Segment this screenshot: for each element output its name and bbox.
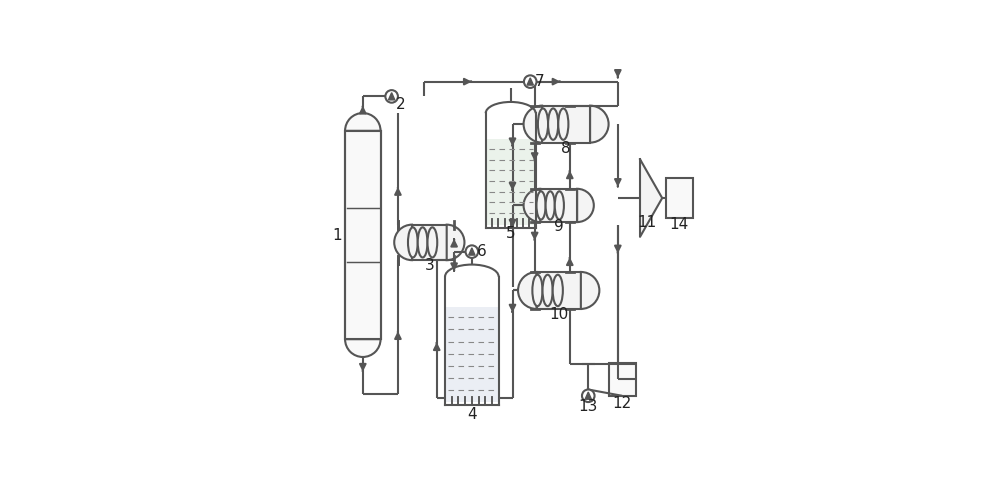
Bar — [542, 106, 590, 143]
Text: 14: 14 — [669, 217, 688, 232]
Text: 11: 11 — [638, 215, 657, 229]
Text: 1: 1 — [332, 228, 342, 242]
Ellipse shape — [553, 275, 563, 306]
Circle shape — [524, 75, 537, 88]
Ellipse shape — [558, 108, 568, 140]
Text: 6: 6 — [477, 244, 486, 259]
Ellipse shape — [532, 275, 543, 306]
Wedge shape — [590, 106, 609, 143]
Polygon shape — [469, 248, 475, 255]
Text: 2: 2 — [396, 97, 405, 112]
Bar — [666, 178, 693, 218]
Wedge shape — [447, 225, 464, 260]
Circle shape — [466, 245, 478, 258]
Bar — [540, 189, 577, 222]
Wedge shape — [581, 272, 599, 309]
Text: 7: 7 — [534, 74, 544, 89]
Bar — [609, 362, 636, 396]
Wedge shape — [524, 189, 540, 222]
Polygon shape — [527, 78, 533, 85]
Ellipse shape — [538, 108, 548, 140]
Bar — [412, 225, 447, 260]
Text: 9: 9 — [554, 219, 564, 234]
Bar — [486, 139, 535, 225]
Text: 10: 10 — [549, 307, 568, 322]
Polygon shape — [640, 159, 662, 237]
Wedge shape — [518, 272, 537, 309]
Ellipse shape — [418, 228, 427, 257]
Text: 3: 3 — [424, 258, 434, 273]
Text: 12: 12 — [612, 396, 631, 411]
Ellipse shape — [548, 108, 558, 140]
Bar — [537, 272, 581, 309]
Text: 4: 4 — [467, 407, 477, 422]
Circle shape — [385, 90, 398, 103]
Text: 8: 8 — [561, 141, 571, 156]
Text: 5: 5 — [506, 226, 515, 240]
Wedge shape — [524, 106, 542, 143]
Wedge shape — [345, 113, 381, 131]
Polygon shape — [388, 93, 395, 100]
Circle shape — [582, 389, 595, 402]
Ellipse shape — [427, 228, 437, 257]
Text: 13: 13 — [579, 399, 598, 414]
Ellipse shape — [408, 228, 418, 257]
Polygon shape — [585, 392, 591, 399]
Ellipse shape — [555, 192, 564, 219]
Wedge shape — [577, 189, 594, 222]
Wedge shape — [394, 225, 412, 260]
Bar — [446, 307, 498, 402]
Bar — [345, 131, 381, 339]
Wedge shape — [345, 339, 381, 357]
Ellipse shape — [546, 192, 555, 219]
Ellipse shape — [543, 275, 553, 306]
Ellipse shape — [536, 192, 546, 219]
